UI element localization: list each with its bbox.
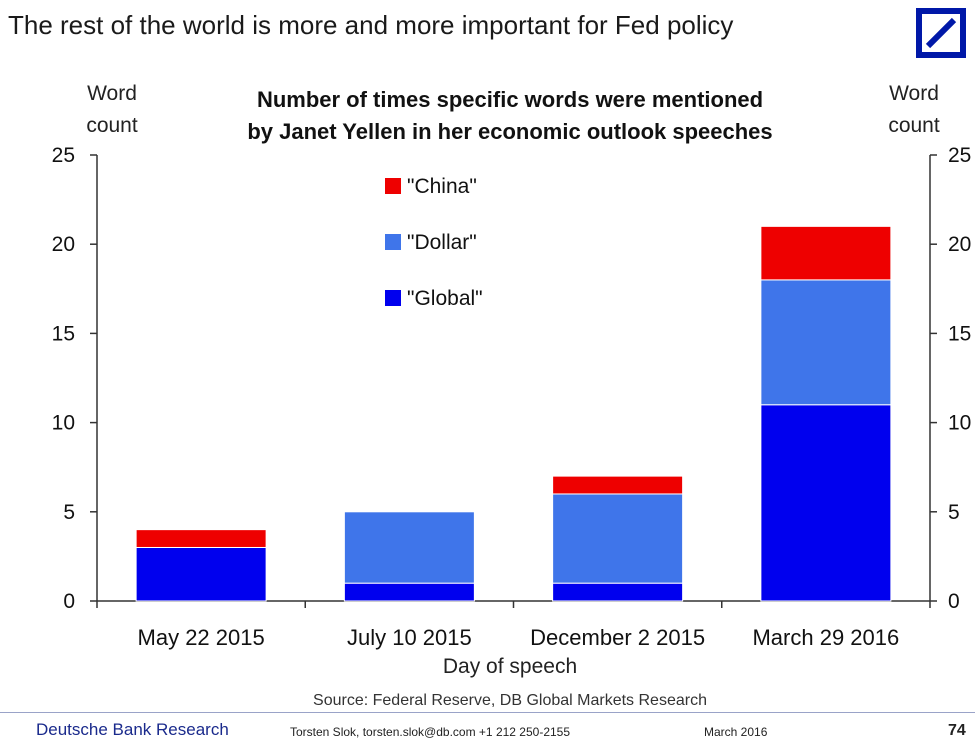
y-tick-label-left: 0	[63, 590, 75, 613]
source-note: Source: Federal Reserve, DB Global Marke…	[313, 692, 707, 709]
bar-segment	[760, 279, 892, 406]
chart-bars: May 22 2015 July 10 2015 December 2 2015 Ma…	[135, 225, 899, 650]
y-axis-title-left-line-1: Word	[87, 82, 137, 105]
legend-label: "Global"	[407, 287, 483, 310]
bar-segment	[552, 493, 684, 584]
footer-divider	[0, 712, 975, 713]
y-tick-label-right: 5	[948, 501, 960, 524]
bar-segment	[343, 511, 475, 584]
y-tick-label-right: 15	[948, 322, 971, 345]
y-tick-label-left: 10	[52, 412, 75, 435]
y-tick-label-right: 10	[948, 412, 971, 435]
bar-segment	[135, 546, 267, 602]
y-tick-label-left: 5	[63, 501, 75, 524]
slide-title: The rest of the world is more and more i…	[8, 10, 734, 40]
y-tick-label-right: 0	[948, 590, 960, 613]
y-axis-title-right-line-1: Word	[889, 82, 939, 105]
x-category-label: December 2 2015	[530, 625, 705, 650]
bar-segment	[552, 475, 684, 495]
y-axis-title-left: Word count	[72, 78, 152, 142]
y-tick-label-left: 20	[52, 233, 75, 256]
chart-legend: "China" "Dollar" "Global"	[385, 175, 483, 310]
bar-segment	[343, 582, 475, 602]
y-tick-label-left: 25	[52, 144, 75, 167]
chart-title-line-2: by Janet Yellen in her economic outlook …	[247, 119, 773, 144]
y-tick-label-left: 15	[52, 322, 75, 345]
bar-segment	[760, 225, 892, 281]
y-axis-title-right-line-2: count	[888, 114, 940, 137]
y-tick-label-right: 25	[948, 144, 971, 167]
legend-swatch	[385, 178, 401, 194]
deutsche-bank-logo-icon	[916, 8, 966, 58]
bar-segment	[552, 582, 684, 602]
x-axis-title: Day of speech	[442, 655, 578, 678]
legend-swatch	[385, 290, 401, 306]
chart-title: Number of times specific words were ment…	[180, 84, 840, 148]
x-category-label: July 10 2015	[347, 625, 472, 650]
legend-label: "China"	[407, 175, 477, 198]
y-axis-title-right: Word count	[874, 78, 954, 142]
x-category-label: March 29 2016	[752, 625, 899, 650]
bar-segment	[760, 404, 892, 602]
y-axis-title-left-line-2: count	[86, 114, 138, 137]
footer-contact: Torsten Slok, torsten.slok@db.com +1 212…	[290, 725, 571, 739]
legend-label: "Dollar"	[407, 231, 477, 254]
footer-brand: Deutsche Bank Research	[36, 720, 229, 739]
chart-title-line-1: Number of times specific words were ment…	[256, 87, 764, 112]
footer-date: March 2016	[704, 725, 768, 739]
legend-swatch	[385, 234, 401, 250]
y-tick-label-right: 20	[948, 233, 971, 256]
x-category-label: May 22 2015	[138, 625, 265, 650]
page-number: 74	[948, 722, 966, 739]
bar-segment	[135, 529, 267, 548]
